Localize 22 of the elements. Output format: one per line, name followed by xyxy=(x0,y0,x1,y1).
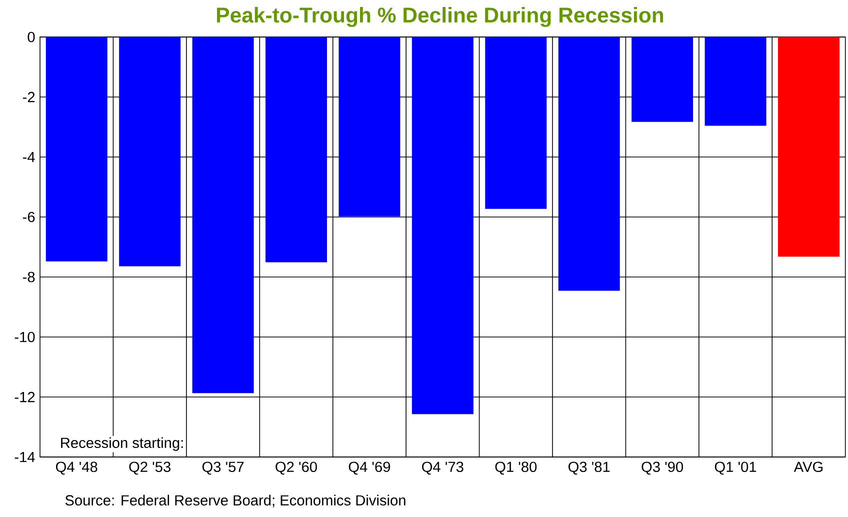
y-tick-label: -2 xyxy=(22,92,35,102)
x-tick-label: Q3 '90 xyxy=(642,462,684,475)
y-tick-label: -12 xyxy=(14,392,35,402)
y-tick-label: -4 xyxy=(22,152,35,162)
x-tick-label: Q4 '69 xyxy=(348,462,390,475)
y-tick-label: -10 xyxy=(14,332,35,342)
x-tick-label: AVG xyxy=(794,462,823,472)
y-tick-label: 0 xyxy=(28,32,35,42)
y-tick-label: -8 xyxy=(22,272,35,282)
annotation: Recession starting: xyxy=(61,437,183,451)
x-tick-label: Q4 '48 xyxy=(56,462,98,475)
chart-title: Peak-to-Trough % Decline During Recession xyxy=(217,7,664,27)
x-tick-label: Q2 '60 xyxy=(276,462,317,475)
x-tick-label: Q1 '80 xyxy=(495,462,537,475)
x-tick-label: Q3 '57 xyxy=(202,462,244,475)
y-tick-label: -6 xyxy=(22,212,35,222)
source-note: Source: Federal Reserve Board; Economics Division xyxy=(65,494,406,508)
x-tick-label: Q4 '73 xyxy=(422,462,464,475)
x-tick-label: Q2 '53 xyxy=(129,462,170,475)
x-tick-label: Q1 '01 xyxy=(714,462,756,475)
x-tick-label: Q3 '81 xyxy=(568,462,610,475)
y-tick-label: -14 xyxy=(14,452,35,462)
